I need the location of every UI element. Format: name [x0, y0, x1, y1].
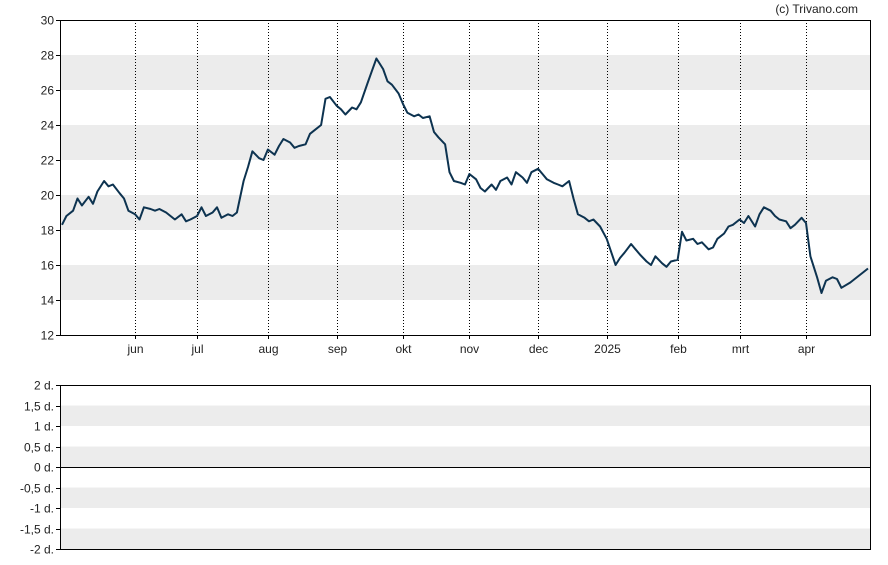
dividend-y-tick-label: 0 d.: [34, 461, 54, 475]
price-chart-x-axis: jun jul aug sep okt nov dec 2025 feb mrt apr: [126, 335, 815, 356]
dividend-y-tick-label: 2 d.: [34, 379, 54, 393]
y-tick-label: 18: [41, 224, 55, 238]
price-band: [60, 55, 870, 90]
x-tick-label: okt: [395, 342, 412, 356]
dividend-band: [60, 487, 870, 508]
price-line: [61, 57, 869, 294]
dividend-y-tick-label: -1 d.: [30, 502, 54, 516]
dividend-y-tick-label: -2 d.: [30, 543, 54, 557]
x-tick-label: aug: [258, 342, 278, 356]
y-tick-label: 30: [41, 14, 55, 28]
dividend-y-tick-label: -1,5 d.: [20, 523, 54, 537]
price-band: [60, 265, 870, 300]
x-tick-label: dec: [529, 342, 548, 356]
x-tick-label: apr: [798, 342, 815, 356]
y-tick-label: 28: [41, 49, 55, 63]
x-tick-label: sep: [328, 342, 348, 356]
price-band: [60, 195, 870, 230]
dividend-y-tick-label: 1 d.: [34, 420, 54, 434]
price-chart-bands: [60, 55, 870, 300]
dividend-band: [60, 405, 870, 426]
x-tick-label: feb: [670, 342, 687, 356]
y-tick-label: 22: [41, 154, 55, 168]
x-tick-label: jun: [126, 342, 143, 356]
y-tick-label: 26: [41, 84, 55, 98]
dividend-band: [60, 446, 870, 467]
x-tick-label: nov: [460, 342, 479, 356]
y-tick-label: 16: [41, 259, 55, 273]
y-tick-label: 24: [41, 119, 55, 133]
dividend-chart-frame: [60, 385, 871, 550]
y-tick-label: 14: [41, 294, 55, 308]
dividend-band: [60, 528, 870, 549]
dividend-y-tick-label: 1,5 d.: [24, 400, 54, 414]
dividend-y-tick-label: 0,5 d.: [24, 441, 54, 455]
dividend-chart-y-axis: 2 d. 1,5 d. 1 d. 0,5 d. 0 d. -0,5 d. -1 d. -1,5…: [20, 379, 60, 557]
price-chart-frame: [60, 20, 871, 336]
y-tick-label: 12: [41, 329, 55, 343]
x-tick-label: jul: [190, 342, 203, 356]
dividend-chart-bands: [60, 405, 870, 549]
price-chart-series: [61, 57, 869, 294]
x-tick-label: 2025: [594, 342, 621, 356]
y-tick-label: 20: [41, 189, 55, 203]
price-chart-y-axis: 12 14 16 18 20 22 24 26 28 30: [41, 14, 60, 343]
price-band: [60, 125, 870, 160]
copyright-label: (c) Trivano.com: [775, 2, 858, 16]
x-tick-label: mrt: [732, 342, 750, 356]
dividend-y-tick-label: -0,5 d.: [20, 482, 54, 496]
